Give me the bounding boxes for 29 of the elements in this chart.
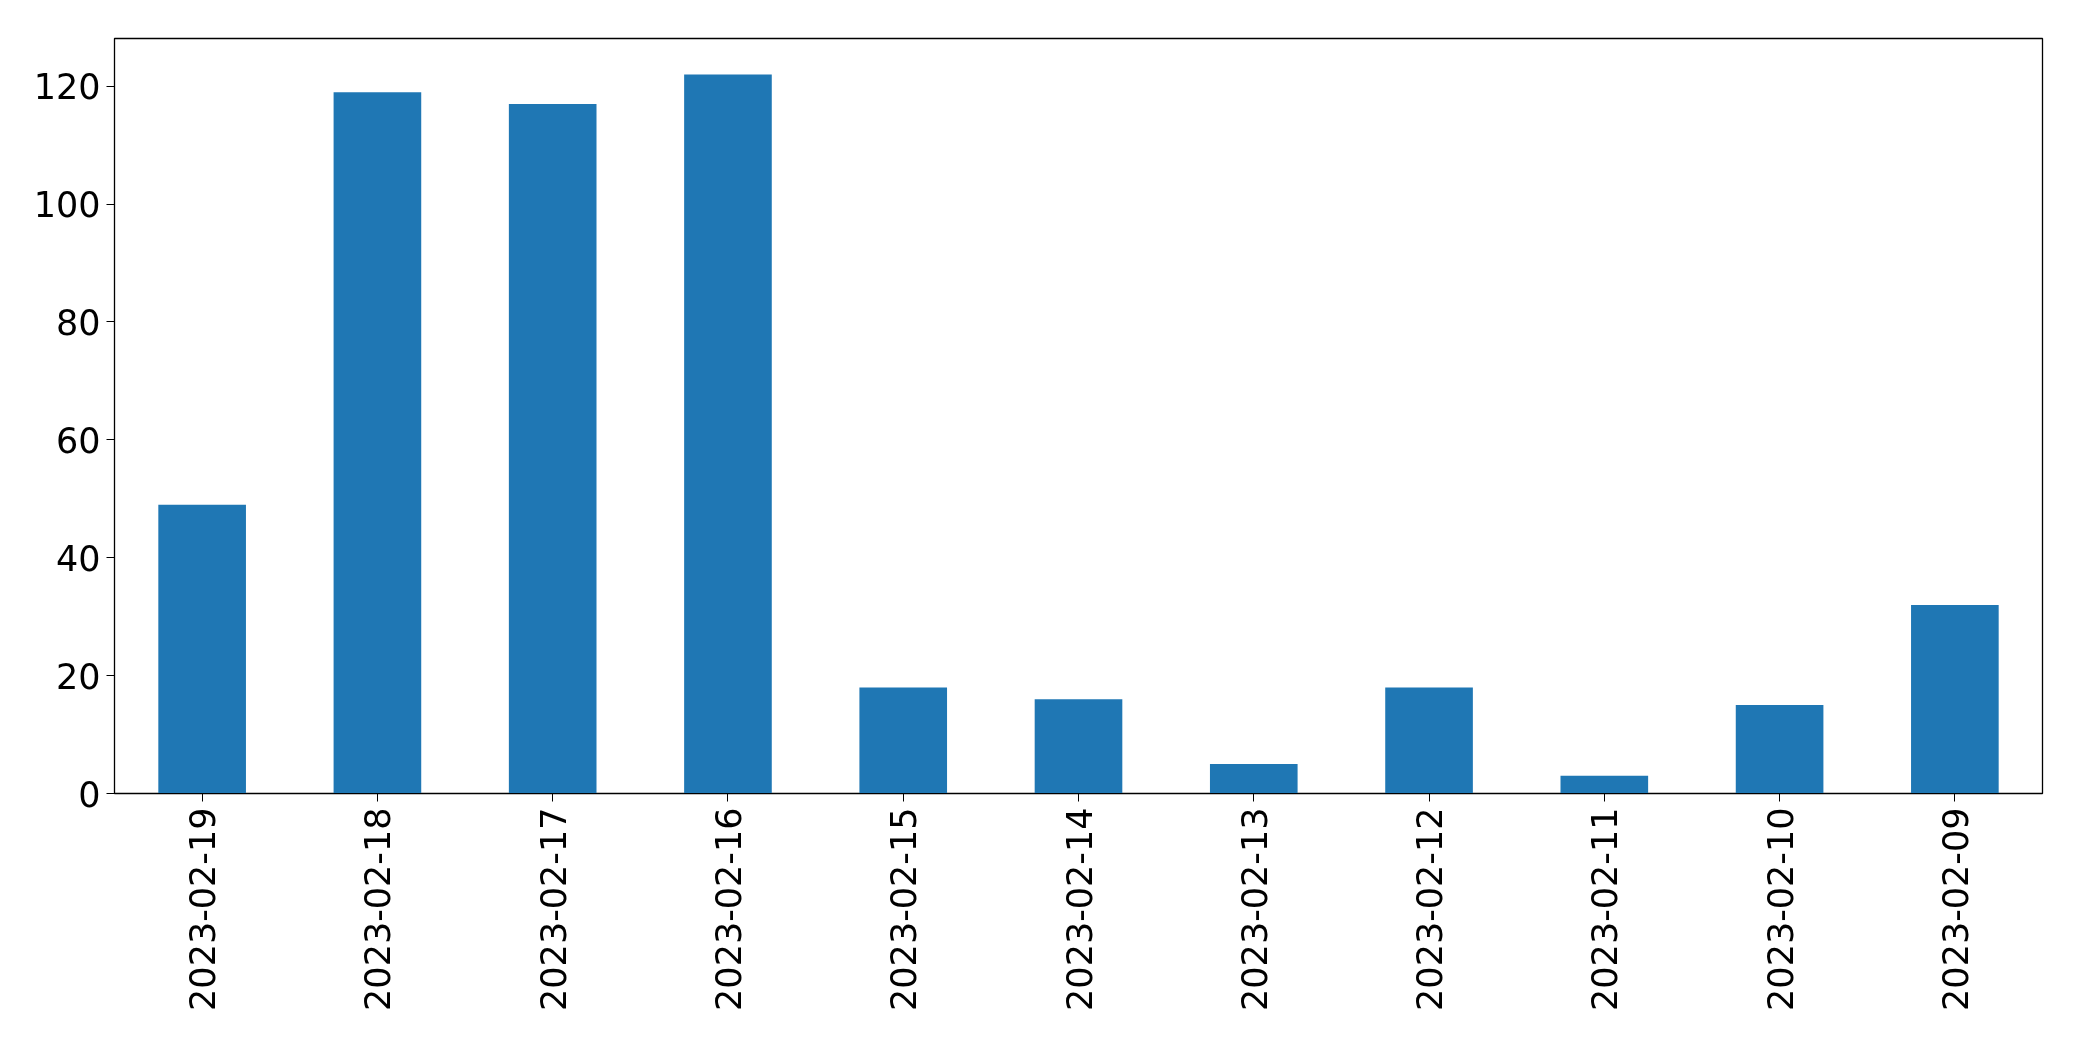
x-tick-label: 2023-02-17 (533, 807, 574, 1011)
y-tick-label: 60 (55, 420, 101, 461)
bar (859, 687, 948, 794)
x-tick-label: 2023-02-16 (708, 807, 749, 1011)
x-tick-label: 2023-02-11 (1585, 807, 1626, 1011)
x-tick-label: 2023-02-10 (1760, 807, 1801, 1011)
y-tick-label: 20 (55, 656, 101, 697)
y-tick-label: 80 (55, 302, 101, 343)
x-tick-label: 2023-02-15 (884, 807, 925, 1011)
bar (1560, 775, 1649, 794)
bar (1385, 687, 1473, 794)
x-tick-label: 2023-02-14 (1059, 807, 1100, 1011)
bar (1911, 604, 1999, 794)
bar (158, 504, 246, 794)
x-tick-label: 2023-02-13 (1234, 807, 1275, 1011)
x-tick-label: 2023-02-19 (183, 807, 224, 1011)
bar (1209, 764, 1298, 794)
bar (1034, 699, 1123, 794)
bar (333, 92, 422, 794)
bar (684, 74, 772, 794)
x-tick-label: 2023-02-12 (1410, 807, 1451, 1011)
bar (508, 103, 597, 794)
bar (1735, 705, 1824, 794)
y-tick-label: 120 (33, 67, 101, 108)
x-tick-label: 2023-02-09 (1935, 807, 1976, 1011)
x-tick-label: 2023-02-18 (358, 807, 399, 1011)
y-tick-label: 40 (55, 538, 101, 579)
y-tick-label: 0 (78, 774, 101, 815)
y-tick-label: 100 (33, 185, 101, 226)
